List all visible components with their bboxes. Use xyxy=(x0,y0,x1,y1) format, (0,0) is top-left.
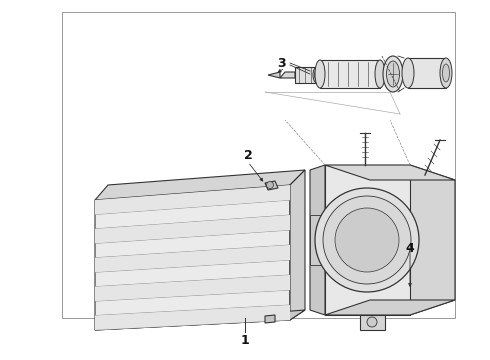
Polygon shape xyxy=(95,245,290,272)
Ellipse shape xyxy=(442,64,449,82)
Polygon shape xyxy=(320,60,380,88)
Ellipse shape xyxy=(440,58,452,88)
Polygon shape xyxy=(325,300,455,315)
Polygon shape xyxy=(95,185,290,215)
Polygon shape xyxy=(268,72,280,78)
Polygon shape xyxy=(325,165,410,315)
Polygon shape xyxy=(295,67,317,83)
Polygon shape xyxy=(360,315,385,330)
Ellipse shape xyxy=(315,60,325,88)
Polygon shape xyxy=(265,315,275,323)
Polygon shape xyxy=(95,215,290,243)
Polygon shape xyxy=(310,215,325,265)
Ellipse shape xyxy=(267,181,273,189)
Ellipse shape xyxy=(383,56,403,92)
Ellipse shape xyxy=(367,317,377,327)
Polygon shape xyxy=(325,165,455,180)
Ellipse shape xyxy=(315,188,419,292)
Polygon shape xyxy=(410,165,455,315)
Ellipse shape xyxy=(375,60,385,88)
Ellipse shape xyxy=(315,70,319,80)
Polygon shape xyxy=(408,58,446,88)
Polygon shape xyxy=(95,305,290,330)
Text: 2: 2 xyxy=(244,149,252,162)
Ellipse shape xyxy=(335,208,399,272)
Polygon shape xyxy=(310,165,325,315)
Ellipse shape xyxy=(402,58,414,88)
Polygon shape xyxy=(95,185,290,330)
Text: 3: 3 xyxy=(278,57,286,69)
Ellipse shape xyxy=(387,61,399,87)
Polygon shape xyxy=(290,170,305,320)
Text: 4: 4 xyxy=(406,242,415,255)
Polygon shape xyxy=(95,170,305,200)
Text: 1: 1 xyxy=(241,333,249,346)
Polygon shape xyxy=(280,72,295,78)
Polygon shape xyxy=(95,310,305,330)
Ellipse shape xyxy=(313,67,321,83)
Ellipse shape xyxy=(323,196,411,284)
Polygon shape xyxy=(95,275,290,301)
Polygon shape xyxy=(265,181,278,190)
